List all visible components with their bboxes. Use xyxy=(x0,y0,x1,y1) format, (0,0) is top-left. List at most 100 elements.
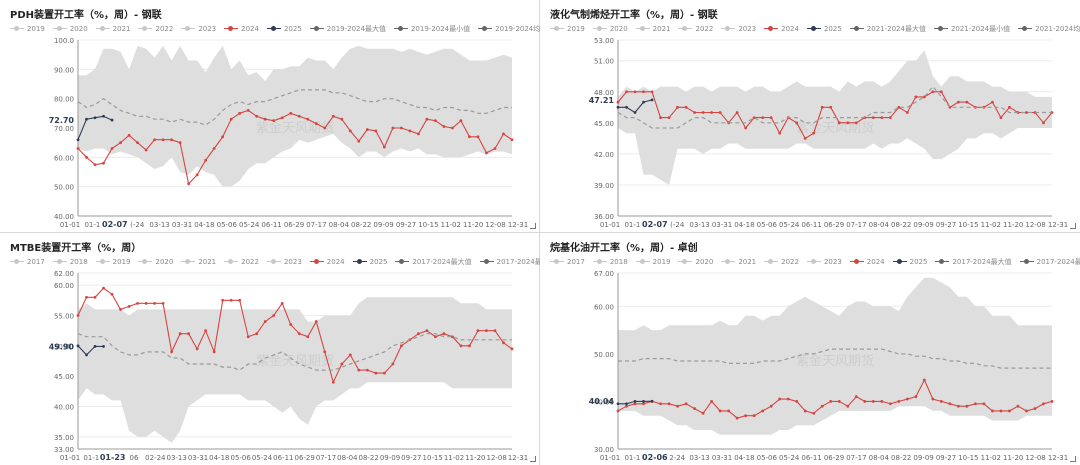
legend-item[interactable]: 2022 xyxy=(138,25,173,33)
x-tick-label: (-24 xyxy=(670,221,685,229)
series-line-2024 xyxy=(77,109,513,185)
legend-item[interactable]: 2023 xyxy=(806,258,842,266)
series-line-2024 xyxy=(617,378,1053,419)
data-point xyxy=(633,90,637,94)
x-tick-label: 03-13 xyxy=(689,221,709,229)
legend-item[interactable]: 2021-2024均值 xyxy=(1018,24,1080,34)
data-point xyxy=(76,344,80,348)
legend-item[interactable]: 2025 xyxy=(266,25,302,33)
data-point xyxy=(897,400,901,403)
legend-item[interactable]: 2020 xyxy=(678,258,713,266)
legend-item[interactable]: 2020 xyxy=(138,258,173,266)
legend-item[interactable]: 2019 xyxy=(550,25,585,33)
chart-legend[interactable]: 2017 2018 2019 2020 2021 2022 2023 2024 2025 2017… xyxy=(550,255,1080,269)
legend-marker-icon xyxy=(181,259,196,265)
legend-item[interactable]: 2025 xyxy=(806,25,842,33)
legend-item[interactable]: 2017-2024最小值 xyxy=(479,257,540,267)
legend-item[interactable]: 2017 xyxy=(10,258,45,266)
chart-title: MTBE装置开工率（%，周） xyxy=(10,243,142,254)
legend-item[interactable]: 2021-2024最大值 xyxy=(849,24,926,34)
resize-handle-icon xyxy=(530,223,536,229)
chart-legend[interactable]: 2019 2020 2021 2022 2023 2024 2025 2019-2024最大值… xyxy=(10,22,540,36)
resize-handle-icon xyxy=(530,456,536,462)
legend-item[interactable]: 2025 xyxy=(352,258,387,266)
last-value-label: 47.21 xyxy=(589,96,615,105)
x-tick-label: 11-20 xyxy=(1003,221,1023,229)
data-point xyxy=(76,147,80,150)
legend-item[interactable]: 2023 xyxy=(181,25,216,33)
legend-marker-icon xyxy=(224,259,239,265)
data-point xyxy=(442,125,446,128)
legend-item[interactable]: 2021 xyxy=(95,25,130,33)
chart-title: PDH装置开工率（%，周）- 钢联 xyxy=(10,10,162,21)
y-tick-label: 60.00 xyxy=(594,303,614,311)
x-tick-label: 02-07 xyxy=(102,220,128,229)
legend-marker-icon xyxy=(721,259,736,265)
legend-marker-icon xyxy=(892,259,907,265)
chart-legend[interactable]: 2019 2020 2021 2022 2023 2024 2025 2021-2024最大值… xyxy=(550,22,1080,36)
data-point xyxy=(204,329,208,333)
legend-item[interactable]: 2017-2024最大值 xyxy=(935,257,1012,267)
chart-legend[interactable]: 2017 2018 2019 2020 2021 2022 2023 2024 2025 2017… xyxy=(10,255,540,269)
data-point xyxy=(718,111,722,114)
x-tick-label: 11-02 xyxy=(981,221,1001,229)
legend-item[interactable]: 2021-2024最小值 xyxy=(933,24,1010,34)
data-point xyxy=(1033,407,1037,410)
data-point xyxy=(399,126,403,130)
legend-item[interactable]: 2023 xyxy=(721,25,756,33)
x-tick-label: 06-11 xyxy=(801,454,821,462)
resize-handle-icon xyxy=(1070,456,1076,462)
legend-item[interactable]: 2019-2024均值 xyxy=(478,24,540,34)
legend-item[interactable]: 2018 xyxy=(52,258,88,266)
legend-item[interactable]: 2024 xyxy=(849,258,885,266)
data-point xyxy=(718,409,722,413)
data-point xyxy=(434,335,437,339)
legend-item[interactable]: 2022 xyxy=(764,258,799,266)
data-point xyxy=(616,100,620,104)
data-point xyxy=(331,114,335,118)
legend-item[interactable]: 2020 xyxy=(52,25,88,33)
y-tick-label: 35.00 xyxy=(54,434,74,442)
legend-marker-icon xyxy=(478,26,493,32)
series-line-2024 xyxy=(617,91,1053,140)
x-tick-label: 05-06 xyxy=(757,454,778,462)
x-tick-label: 07-17 xyxy=(316,454,336,462)
legend-item[interactable]: 2019 xyxy=(635,258,670,266)
legend-item[interactable]: 2022 xyxy=(678,25,713,33)
legend-item[interactable]: 2017-2024最大值 xyxy=(395,257,472,267)
legend-marker-icon xyxy=(764,26,779,32)
x-tick-label: 02-07 xyxy=(642,220,668,229)
data-point xyxy=(880,116,884,120)
data-point xyxy=(297,114,301,118)
legend-item[interactable]: 2019 xyxy=(10,25,45,33)
data-point xyxy=(625,404,628,408)
data-point xyxy=(178,141,182,145)
data-point xyxy=(382,371,386,375)
data-point xyxy=(1042,121,1045,125)
legend-item[interactable]: 2021 xyxy=(721,258,756,266)
legend-item[interactable]: 2023 xyxy=(266,258,302,266)
legend-item[interactable]: 2025 xyxy=(892,258,927,266)
x-tick-label: (-24 xyxy=(130,221,145,229)
y-tick-label: 80.00 xyxy=(54,96,74,104)
legend-item[interactable]: 2021 xyxy=(181,258,216,266)
legend-item[interactable]: 2024 xyxy=(309,258,345,266)
legend-item[interactable]: 2017 xyxy=(550,258,585,266)
legend-item[interactable]: 2019 xyxy=(95,258,130,266)
legend-item[interactable]: 2021 xyxy=(635,25,671,33)
legend-item[interactable]: 2024 xyxy=(224,25,259,33)
x-tick-label: 09-27 xyxy=(936,221,956,229)
legend-item[interactable]: 2022 xyxy=(224,258,259,266)
legend-item[interactable]: 2017-2024最小值 xyxy=(1019,257,1080,267)
legend-item[interactable]: 2018 xyxy=(592,258,628,266)
legend-item[interactable]: 2019-2024最大值 xyxy=(309,24,386,34)
series-line-2017-2024均值 xyxy=(618,348,1052,369)
data-point xyxy=(459,344,463,348)
legend-label: 2019-2024均值 xyxy=(495,25,540,33)
data-point xyxy=(948,402,952,406)
legend-item[interactable]: 2020 xyxy=(592,25,628,33)
legend-label: 2021 xyxy=(652,25,671,33)
legend-item[interactable]: 2024 xyxy=(764,25,799,33)
legend-item[interactable]: 2019-2024最小值 xyxy=(393,24,470,34)
data-point xyxy=(272,314,276,317)
